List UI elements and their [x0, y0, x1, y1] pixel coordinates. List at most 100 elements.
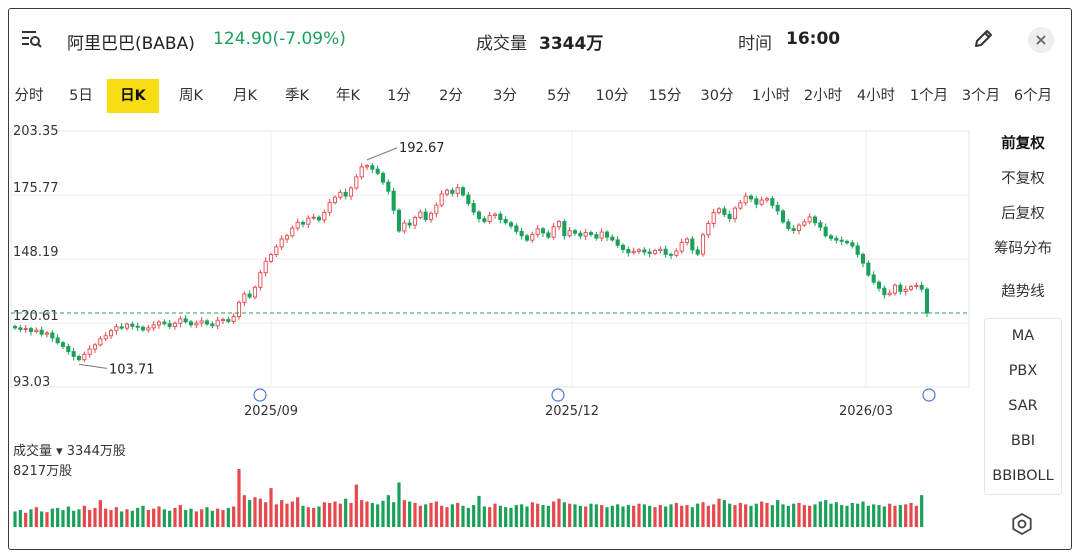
- trendline-button[interactable]: 趋势线: [1001, 284, 1045, 300]
- adjust-option-0[interactable]: 前复权: [1001, 136, 1045, 152]
- close-button[interactable]: [1028, 27, 1054, 53]
- volume-bar: [248, 500, 252, 527]
- volume-bar: [888, 503, 892, 527]
- candle: [311, 216, 316, 219]
- candle: [567, 230, 572, 237]
- volume-bar: [877, 505, 881, 527]
- candle: [588, 232, 594, 236]
- edit-pencil-icon[interactable]: [972, 28, 994, 50]
- volume-bar: [125, 509, 129, 527]
- tab-2小时[interactable]: 2小时: [803, 88, 843, 104]
- volume-bar: [429, 502, 433, 527]
- tab-日K[interactable]: 日K: [107, 79, 159, 113]
- candle: [866, 262, 871, 276]
- volume-bar: [360, 500, 364, 527]
- tab-10分[interactable]: 10分: [595, 88, 629, 104]
- adjust-option-3[interactable]: 筹码分布: [994, 241, 1052, 257]
- tab-1分[interactable]: 1分: [387, 88, 411, 104]
- tab-6个月[interactable]: 6个月: [1013, 88, 1053, 104]
- candle: [76, 355, 82, 361]
- volume-bar: [712, 504, 716, 527]
- volume-bar: [509, 507, 513, 527]
- indicator-bbi[interactable]: BBI: [1010, 433, 1036, 449]
- candle: [332, 196, 338, 204]
- candle: [23, 328, 28, 331]
- volume-bar: [893, 505, 897, 527]
- candle: [343, 191, 348, 197]
- tab-5分[interactable]: 5分: [547, 88, 571, 104]
- tab-季K[interactable]: 季K: [284, 88, 309, 104]
- tab-1小时[interactable]: 1小时: [751, 88, 791, 104]
- candle: [338, 191, 343, 198]
- candle: [503, 219, 508, 224]
- volume-bar: [749, 505, 753, 527]
- candle: [716, 208, 722, 214]
- volume-bar: [786, 505, 790, 527]
- volume-bar: [626, 505, 630, 527]
- tab-5日[interactable]: 5日: [69, 88, 93, 104]
- indicator-sar[interactable]: SAR: [1008, 398, 1038, 414]
- menu-search-icon[interactable]: [21, 29, 43, 49]
- volume-bar: [466, 507, 470, 527]
- tab-30分[interactable]: 30分: [700, 88, 734, 104]
- candle: [135, 325, 140, 328]
- tab-3分[interactable]: 3分: [493, 88, 517, 104]
- volume-bar: [600, 505, 604, 527]
- candle: [28, 328, 34, 333]
- candle: [423, 211, 428, 220]
- candlestick-chart[interactable]: 203.35 175.77 148.19 120.61 93.03 2025/09 2025…: [9, 119, 971, 549]
- candle: [156, 321, 162, 326]
- volume-bar: [568, 503, 572, 527]
- tab-1个月[interactable]: 1个月: [909, 88, 949, 104]
- volume-bar: [354, 484, 358, 527]
- indicator-ma[interactable]: MA: [1011, 328, 1035, 344]
- tab-4小时[interactable]: 4小时: [856, 88, 896, 104]
- tab-年K[interactable]: 年K: [335, 88, 360, 104]
- candle: [636, 249, 642, 252]
- tab-15分[interactable]: 15分: [648, 88, 682, 104]
- volume-bar: [898, 505, 902, 527]
- volume-value: 3344万: [539, 34, 604, 54]
- tab-月K[interactable]: 月K: [232, 88, 257, 104]
- volume-bar: [776, 500, 780, 527]
- indicator-pbx[interactable]: PBX: [1008, 363, 1038, 379]
- tab-分时[interactable]: 分时: [14, 88, 44, 104]
- volume-bar: [546, 505, 550, 527]
- candle: [540, 228, 546, 234]
- volume-bar: [328, 502, 332, 527]
- candle: [322, 211, 327, 221]
- volume-bar: [184, 510, 188, 527]
- indicator-bbiboll[interactable]: BBIBOLL: [992, 468, 1054, 484]
- volume-bar: [56, 507, 60, 527]
- tab-周K[interactable]: 周K: [178, 88, 203, 104]
- settings-gear-icon[interactable]: [1010, 512, 1034, 536]
- tab-2分[interactable]: 2分: [439, 88, 463, 104]
- volume-bar: [754, 503, 758, 527]
- candle: [807, 216, 812, 223]
- candle: [130, 323, 135, 327]
- candle: [887, 292, 892, 296]
- adjust-option-2[interactable]: 后复权: [1001, 206, 1045, 222]
- candle: [860, 253, 866, 264]
- volume-bar: [109, 510, 113, 527]
- volume-bar: [269, 488, 273, 527]
- volume-bar: [616, 504, 620, 527]
- candle: [674, 250, 679, 256]
- volume-bar: [93, 507, 97, 527]
- candle: [738, 202, 743, 209]
- candle: [71, 351, 76, 357]
- candle: [471, 203, 476, 213]
- volume-bar: [317, 506, 321, 527]
- volume-bar: [29, 509, 33, 527]
- adjust-option-1[interactable]: 不复权: [1001, 171, 1045, 187]
- candle: [386, 181, 391, 192]
- candle: [455, 187, 460, 194]
- candle: [370, 165, 375, 170]
- volume-bar: [808, 505, 812, 527]
- volume-bar: [802, 505, 806, 527]
- tab-3个月[interactable]: 3个月: [961, 88, 1001, 104]
- volume-bar: [562, 502, 566, 527]
- candle: [492, 213, 498, 217]
- candle: [652, 250, 658, 254]
- candle: [55, 337, 60, 344]
